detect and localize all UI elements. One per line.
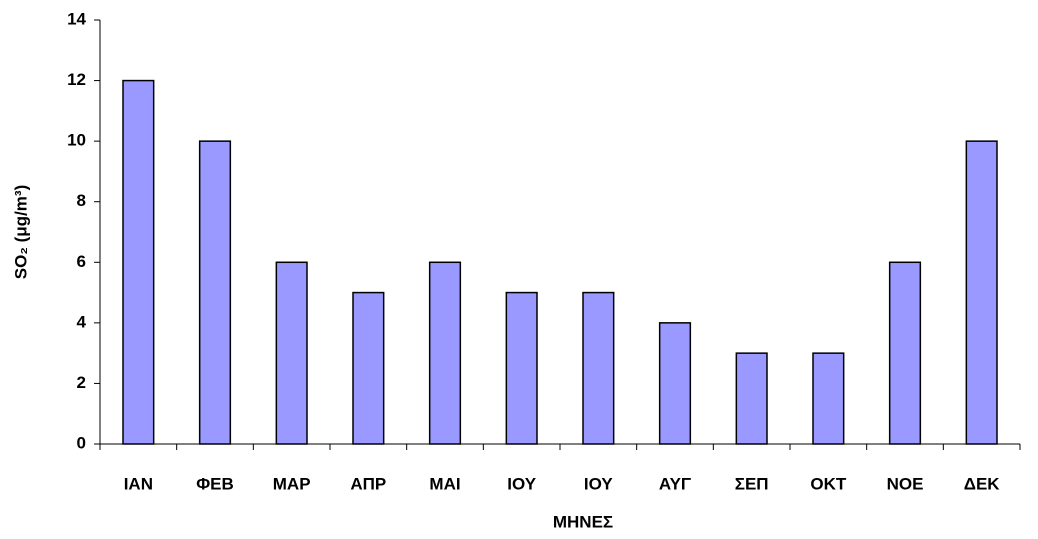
y-tick-label: 14: [67, 9, 86, 28]
bar: [582, 291, 615, 445]
x-tick-label: ΔΕΚ: [964, 474, 1001, 493]
bar: [428, 261, 462, 445]
bar: [965, 140, 998, 445]
x-tick-label: ΜΑΙ: [429, 474, 460, 493]
bar: [352, 291, 385, 445]
y-tick-label: 8: [77, 191, 86, 210]
y-tick-label: 6: [77, 252, 86, 271]
x-tick-label: ΙΟΥ: [584, 474, 613, 493]
bar: [275, 261, 308, 445]
bar: [888, 261, 922, 445]
y-axis-label: SO₂ (μg/m³): [11, 185, 30, 279]
x-tick-label: ΙΑΝ: [124, 474, 153, 493]
y-tick-label: 4: [77, 312, 87, 331]
bar: [735, 352, 768, 445]
x-tick-label: ΑΥΓ: [659, 474, 691, 493]
bar: [658, 322, 692, 445]
bar: [198, 140, 232, 445]
x-axis-label: ΜΗΝΕΣ: [553, 512, 613, 531]
bar: [505, 291, 538, 445]
x-tick-label: ΑΠΡ: [350, 474, 386, 493]
x-tick-label: ΣΕΠ: [735, 474, 769, 493]
x-tick-label: ΜΑΡ: [273, 474, 311, 493]
y-tick-label: 12: [67, 70, 86, 89]
x-tick-label: ΝΟΕ: [887, 474, 924, 493]
y-tick-label: 2: [77, 373, 86, 392]
x-tick-label: ΙΟΥ: [507, 474, 536, 493]
y-tick-label: 0: [77, 433, 86, 452]
x-tick-label: ΦΕΒ: [196, 474, 234, 493]
bar: [812, 352, 845, 445]
bar: [122, 79, 155, 445]
y-tick-label: 10: [67, 131, 86, 150]
x-tick-label: ΟΚΤ: [810, 474, 847, 493]
